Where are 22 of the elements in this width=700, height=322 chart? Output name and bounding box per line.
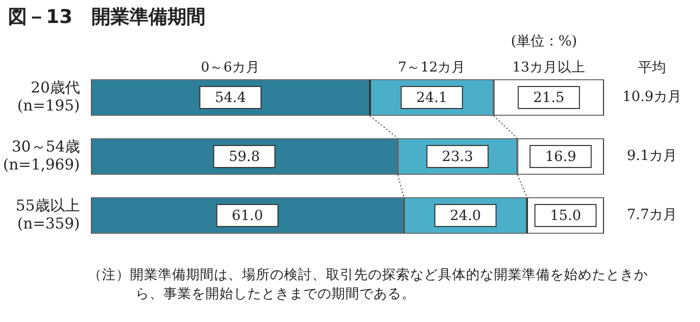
data-label: 24.0 [450, 208, 482, 224]
y-tick-label: 55歳以上 (n=359) [16, 196, 80, 232]
data-label: 61.0 [232, 208, 263, 224]
data-label: 15.0 [550, 208, 582, 224]
data-label: 21.5 [533, 90, 564, 106]
series-label: 0～6カ月 [200, 60, 260, 76]
data-label: 24.1 [416, 90, 448, 106]
data-label: 16.9 [545, 149, 576, 166]
text: 7.7カ月 [626, 207, 678, 224]
series-label: 7～12カ月 [398, 60, 466, 76]
data-label: 23.3 [442, 149, 474, 166]
y-tick-label: 20歳代 (n=195) [17, 78, 80, 114]
text: 9.1カ月 [626, 148, 678, 164]
text: （注）開業準備期間は、場所の検討、取引先の探索など具体的な開業準備を始めたときから、事業を開始したときまでの期間である。 [88, 266, 649, 304]
series-label: 13カ月以上 [512, 60, 586, 76]
text: 平均 [638, 60, 666, 76]
text: 10.9カ月 [622, 89, 682, 106]
chart-title: 図－13 開業準備期間 [8, 5, 206, 30]
data-label: 54.4 [214, 90, 246, 106]
y-tick-label: 30～54歳 (n=1,969) [3, 137, 80, 174]
text: (単位：%) [510, 34, 578, 50]
data-label: 59.8 [228, 149, 260, 166]
